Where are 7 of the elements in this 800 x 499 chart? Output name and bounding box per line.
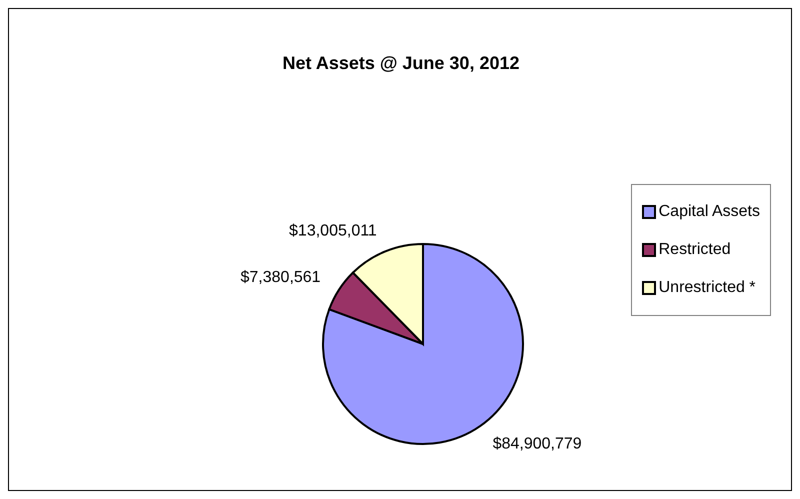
data-label: $13,005,011: [289, 222, 377, 240]
chart-title: Net Assets @ June 30, 2012: [281, 53, 520, 74]
legend-label: Restricted: [658, 240, 731, 258]
data-label: $84,900,779: [492, 436, 582, 453]
data-label: $7,380,561: [240, 269, 321, 286]
legend-label: Capital Assets: [658, 202, 760, 220]
legend-label: Unrestricted *: [658, 278, 756, 296]
